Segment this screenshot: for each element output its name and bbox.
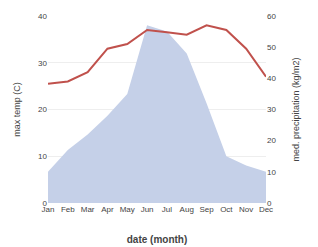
svg-text:Dec: Dec bbox=[259, 205, 273, 214]
svg-text:10: 10 bbox=[267, 168, 276, 177]
svg-text:date (month): date (month) bbox=[127, 234, 188, 245]
svg-text:Oct: Oct bbox=[220, 205, 233, 214]
svg-text:30: 30 bbox=[38, 59, 47, 68]
svg-text:Jul: Jul bbox=[162, 205, 172, 214]
svg-text:Nov: Nov bbox=[239, 205, 253, 214]
svg-text:40: 40 bbox=[267, 74, 276, 83]
svg-text:Jun: Jun bbox=[141, 205, 154, 214]
svg-text:Apr: Apr bbox=[101, 205, 114, 214]
svg-text:20: 20 bbox=[267, 136, 276, 145]
svg-text:10: 10 bbox=[38, 152, 47, 161]
svg-text:60: 60 bbox=[267, 12, 276, 21]
svg-text:20: 20 bbox=[38, 105, 47, 114]
svg-text:Feb: Feb bbox=[61, 205, 75, 214]
svg-text:50: 50 bbox=[267, 43, 276, 52]
svg-text:Aug: Aug bbox=[180, 205, 194, 214]
svg-text:May: May bbox=[120, 205, 135, 214]
svg-text:0: 0 bbox=[43, 199, 48, 208]
svg-text:med. precipitation (kg/m2): med. precipitation (kg/m2) bbox=[291, 57, 301, 161]
svg-text:30: 30 bbox=[267, 105, 276, 114]
svg-text:Mar: Mar bbox=[81, 205, 95, 214]
svg-text:Sep: Sep bbox=[199, 205, 214, 214]
svg-text:40: 40 bbox=[38, 12, 47, 21]
svg-text:max temp (C): max temp (C) bbox=[12, 82, 22, 137]
svg-text:Jan: Jan bbox=[42, 205, 55, 214]
svg-text:0: 0 bbox=[267, 199, 272, 208]
